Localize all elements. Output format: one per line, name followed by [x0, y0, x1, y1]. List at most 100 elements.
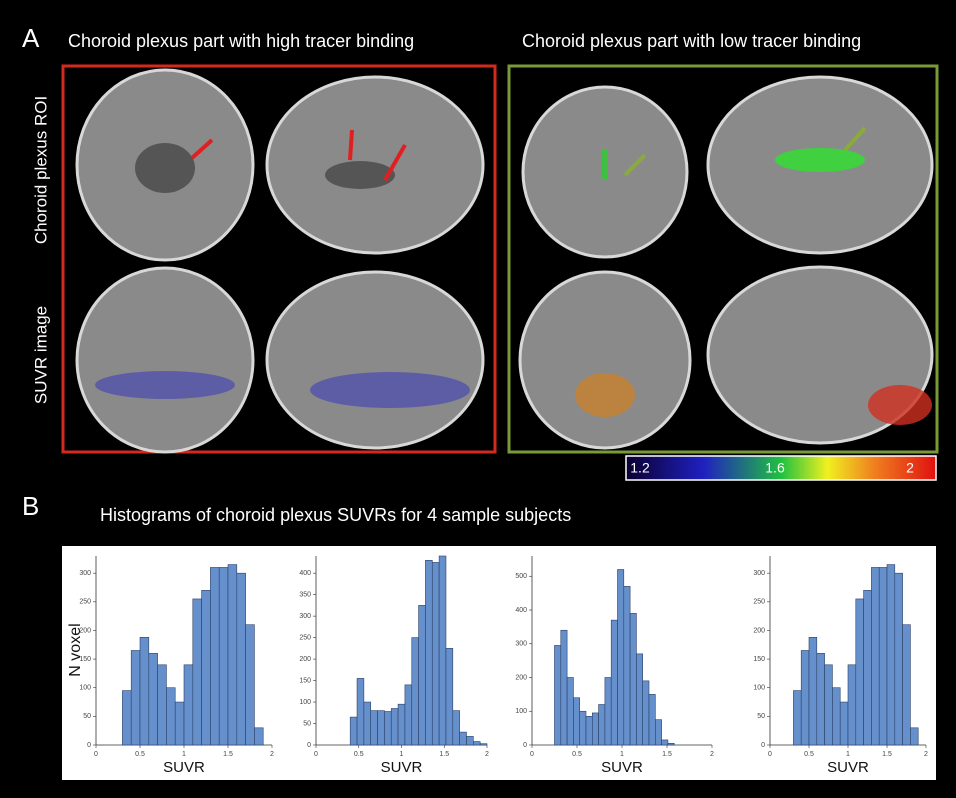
bar [654, 719, 662, 746]
y-tick-label: 300 [299, 613, 311, 620]
x-tick-label: 2 [270, 751, 274, 758]
y-tick-label: 150 [79, 656, 91, 663]
bar [566, 677, 574, 746]
mri-panel-high [61, 64, 497, 454]
bar [236, 572, 246, 746]
bar [800, 650, 810, 746]
x-tick-label: 0.5 [572, 751, 582, 758]
x-tick-label: 1.5 [662, 751, 672, 758]
x-tick-label: 1.5 [223, 751, 233, 758]
row-title: SUVR image [31, 306, 50, 404]
bar [425, 559, 433, 746]
bar [878, 567, 888, 746]
bar [166, 687, 176, 746]
x-tick-label: 2 [710, 751, 714, 758]
bar [473, 741, 481, 746]
bar [349, 716, 358, 746]
x-tick-label: 1.5 [882, 751, 892, 758]
bar [363, 701, 372, 746]
x-tick-label: 0 [768, 751, 772, 758]
bar [824, 664, 833, 746]
bar [452, 710, 460, 746]
y-tick-label: 400 [515, 607, 527, 614]
bar [554, 645, 562, 746]
x-tick-label: 1 [620, 751, 624, 758]
bar [793, 690, 802, 746]
column-title: Choroid plexus part with high tracer bin… [68, 31, 414, 51]
x-axis-label: SUVR [163, 759, 205, 776]
row-title: Choroid plexus ROI [31, 96, 50, 244]
bar [218, 567, 229, 746]
bar [894, 572, 903, 746]
bar [839, 701, 849, 746]
y-tick-label: 300 [79, 570, 91, 577]
bar [604, 677, 612, 746]
bar [183, 664, 194, 746]
y-tick-label: 500 [515, 573, 527, 580]
bar [356, 678, 365, 746]
bar [667, 743, 675, 746]
bar [466, 736, 474, 746]
y-tick-label: 50 [83, 713, 91, 720]
x-tick-label: 1.5 [439, 751, 449, 758]
bar [192, 598, 202, 746]
bar [148, 653, 158, 746]
bar [579, 710, 587, 746]
y-tick-label: 200 [515, 674, 527, 681]
y-tick-label: 150 [753, 656, 765, 663]
bar [610, 619, 618, 746]
y-tick-label: 50 [757, 713, 765, 720]
x-tick-label: 0.5 [135, 751, 145, 758]
bar [130, 650, 141, 746]
bar [418, 605, 426, 746]
bar [808, 637, 818, 746]
bar [648, 694, 656, 746]
bar [863, 590, 872, 746]
bar [157, 664, 167, 746]
y-tick-label: 350 [299, 592, 311, 599]
x-tick-label: 2 [485, 751, 489, 758]
y-tick-label: 100 [79, 685, 91, 692]
bar [598, 704, 606, 746]
bar [397, 703, 406, 746]
bar [661, 739, 669, 746]
y-tick-label: 300 [515, 641, 527, 648]
y-tick-label: 300 [753, 570, 765, 577]
y-tick-label: 0 [523, 742, 527, 749]
x-tick-label: 1 [182, 751, 186, 758]
bar [384, 711, 392, 746]
bar [585, 716, 593, 746]
bar [122, 690, 132, 746]
bar [431, 562, 440, 746]
bar [902, 624, 911, 746]
y-tick-label: 250 [753, 599, 765, 606]
bar [479, 743, 488, 746]
x-tick-label: 0.5 [804, 751, 814, 758]
bar [411, 637, 419, 746]
bar [910, 727, 919, 746]
y-tick-label: 200 [299, 656, 311, 663]
x-tick-label: 1 [846, 751, 850, 758]
x-tick-label: 0 [94, 751, 98, 758]
y-axis-label: N voxel [67, 623, 84, 676]
bar [847, 664, 857, 746]
bar [871, 567, 880, 746]
panel-label: A [22, 23, 40, 53]
x-axis-label: SUVR [381, 759, 423, 776]
bar [642, 680, 650, 746]
panel-label: B [22, 491, 39, 521]
y-tick-label: 400 [299, 570, 311, 577]
y-tick-label: 100 [299, 699, 311, 706]
y-tick-label: 0 [87, 742, 91, 749]
bar [254, 727, 264, 746]
y-tick-label: 150 [299, 677, 311, 684]
y-tick-label: 0 [761, 742, 765, 749]
x-tick-label: 0 [314, 751, 318, 758]
y-tick-label: 250 [299, 634, 311, 641]
bar [245, 624, 255, 746]
x-tick-label: 2 [924, 751, 928, 758]
bar [886, 564, 896, 746]
bar [832, 687, 841, 746]
colorbar-tick-label: 1.2 [630, 460, 650, 476]
bar [201, 590, 211, 746]
